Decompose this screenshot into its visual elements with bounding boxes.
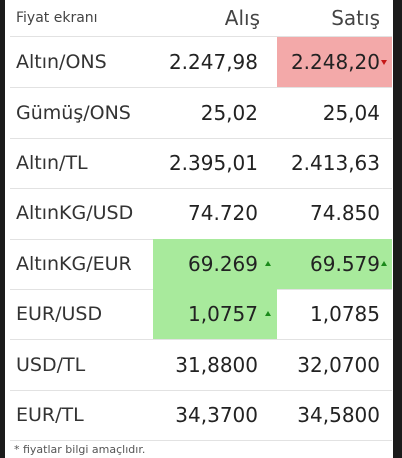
cell-text: 34,3700 [175,402,258,427]
cell-text: 2.248,20 [290,50,380,75]
instrument-name: USD/TL [10,339,153,389]
cell-text: 25,02 [200,100,258,125]
cell-text: AltınKG/USD [16,202,134,225]
buy-price: 31,8800 [153,339,277,389]
buy-price: 2.395,01 [153,138,277,188]
buy-price: 74.720 [153,188,277,238]
instrument-name: AltınKG/USD [10,188,153,238]
row-divider [10,87,392,89]
row-divider [10,36,392,37]
row-divider [10,188,392,190]
buy-price: 2.247,98 [153,37,277,87]
cell-text: 1,0757 [188,302,258,327]
footer-note: * fiyatlar bilgi amaçlıdır. [14,443,146,456]
cell-text: 74.850 [310,201,380,226]
header-label: Fiyat ekranı [16,10,98,26]
up-arrow [381,260,387,266]
header-label: Alış [224,6,260,30]
instrument-name: EUR/USD [10,289,153,339]
row-divider [10,339,392,341]
cell-text: EUR/USD [16,303,103,326]
cell-text: 2.413,63 [290,150,380,175]
buy-price: 1,0757 [153,289,277,340]
sell-price: 74.850 [277,188,392,238]
row-divider [10,440,392,442]
frame-edge [0,0,5,458]
header-label: Satış [331,6,380,30]
cell-text: Gümüş/ONS [16,101,131,124]
frame-edge [393,0,402,458]
cell-text: Altın/TL [16,151,88,174]
cell-text: 31,8800 [175,352,258,377]
cell-text: 25,04 [322,100,380,125]
sell-price: 34,5800 [277,390,392,440]
cell-text: 2.395,01 [168,150,258,175]
cell-text: 69.269 [188,251,258,276]
instrument-name: Altın/ONS [10,37,153,87]
cell-text: 32,0700 [297,352,380,377]
sell-price: 1,0785 [277,289,392,339]
buy-price: 25,02 [153,87,277,137]
down-arrow [381,60,387,66]
row-divider [10,389,392,391]
sell-price: 2.248,20 [277,37,392,88]
cell-text: 69.579 [310,251,380,276]
sell-price: 69.579 [277,238,392,289]
up-arrow [265,260,271,266]
cell-text: 74.720 [188,201,258,226]
cell-text: AltınKG/EUR [16,252,132,275]
cell-text: 2.247,98 [168,50,258,75]
up-arrow [265,311,271,317]
row-divider [10,137,392,139]
sell-price: 2.413,63 [277,138,392,188]
cell-text: 1,0785 [310,302,380,327]
instrument-name: Gümüş/ONS [10,87,153,137]
instrument-name: Altın/TL [10,138,153,188]
sell-price: 32,0700 [277,339,392,389]
cell-text: USD/TL [16,353,86,376]
instrument-name: EUR/TL [10,390,153,440]
cell-text: 34,5800 [297,402,380,427]
cell-text: Altın/ONS [16,51,107,74]
cell-text: EUR/TL [16,403,84,426]
buy-price: 34,3700 [153,390,277,440]
buy-price: 69.269 [153,238,277,289]
sell-price: 25,04 [277,87,392,137]
instrument-name: AltınKG/EUR [10,239,153,289]
